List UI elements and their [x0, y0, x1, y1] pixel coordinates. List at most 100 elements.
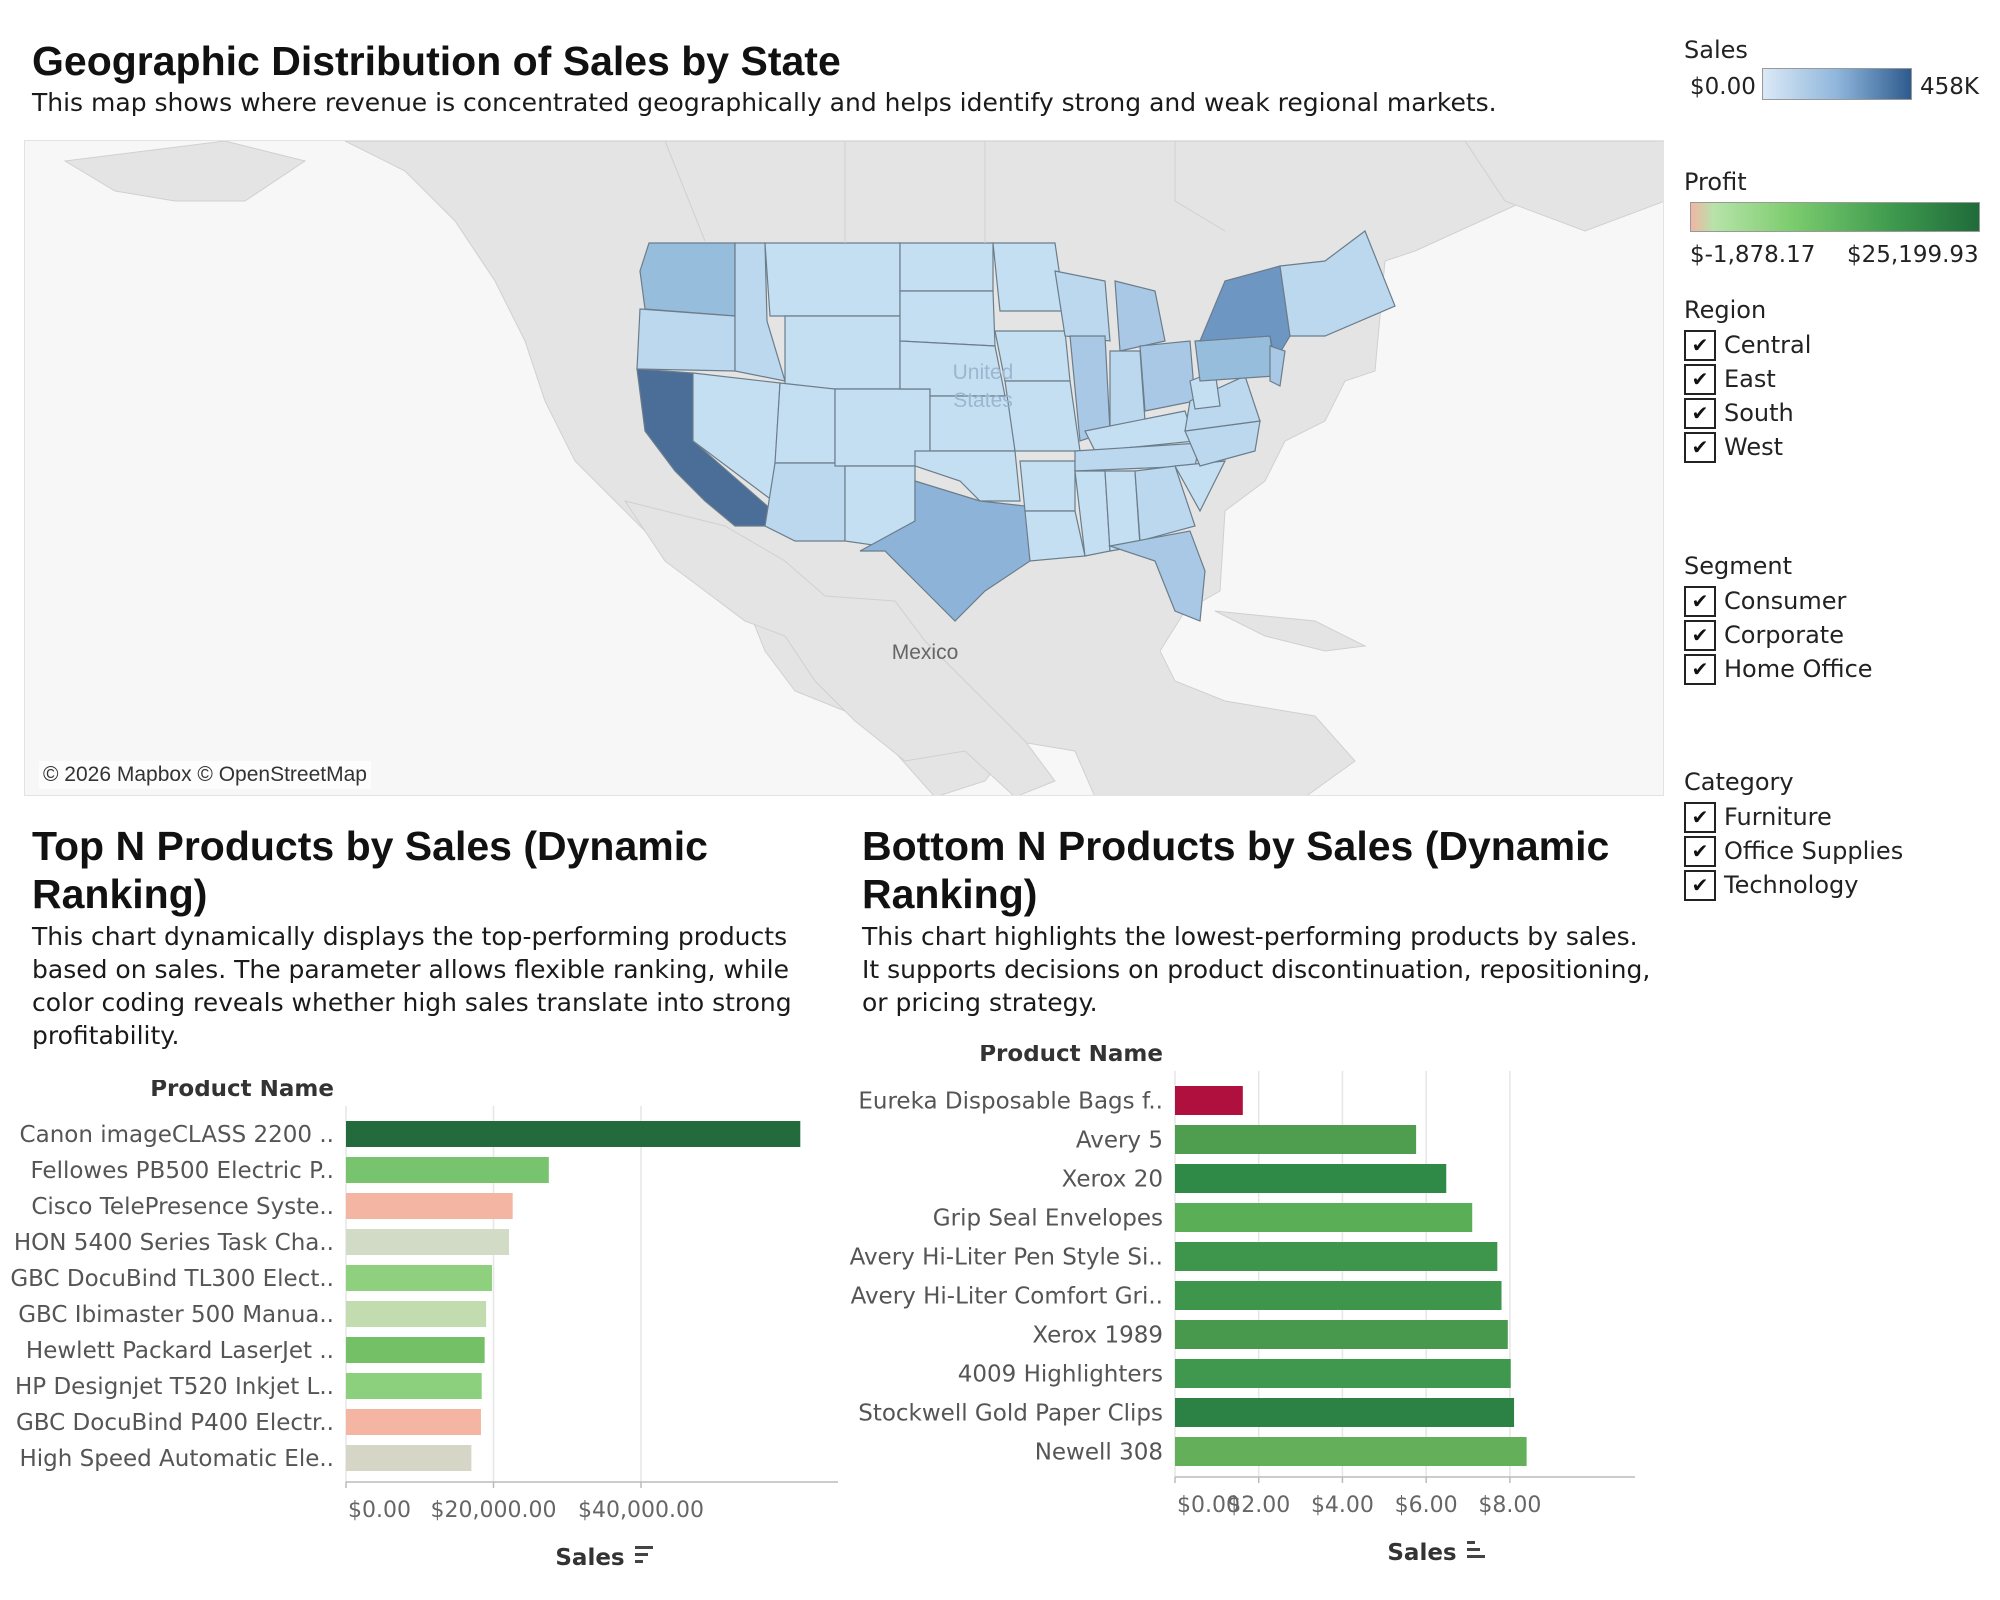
- bar[interactable]: [346, 1157, 549, 1183]
- map-canvas[interactable]: United States Mexico: [25, 141, 1664, 796]
- state-arizona: [764, 462, 846, 542]
- state-wisconsin: [1054, 270, 1111, 342]
- filter-label: West: [1724, 433, 1784, 461]
- filter-category-technology[interactable]: ✔ Technology: [1684, 868, 1903, 902]
- checkbox-icon[interactable]: ✔: [1684, 585, 1716, 617]
- bar[interactable]: [346, 1265, 493, 1291]
- state-louisiana: [1024, 510, 1086, 562]
- profit-legend-title: Profit: [1684, 168, 1747, 196]
- filter-segment-home-office[interactable]: ✔ Home Office: [1684, 652, 1873, 686]
- sort-icon[interactable]: [635, 1546, 653, 1563]
- bar[interactable]: [1175, 1320, 1508, 1349]
- top-n-bar-chart[interactable]: Product Name Canon imageCLASS 2200 .. Fell…: [0, 1080, 850, 1580]
- checkbox-icon[interactable]: ✔: [1684, 869, 1716, 901]
- state-michigan: [1114, 280, 1166, 352]
- filter-region-west[interactable]: ✔ West: [1684, 430, 1811, 464]
- map-credit[interactable]: © 2026 Mapbox © OpenStreetMap: [39, 761, 371, 789]
- product-label: Cisco TelePresence Syste..: [31, 1194, 334, 1220]
- bar[interactable]: [1175, 1242, 1498, 1271]
- state-utah: [774, 382, 836, 464]
- x-axis-title: Sales: [1387, 1540, 1456, 1566]
- checkbox-icon[interactable]: ✔: [1684, 363, 1716, 395]
- filter-category-furniture[interactable]: ✔ Furniture: [1684, 800, 1903, 834]
- alaska-land: [63, 141, 307, 202]
- filter-segment-corporate[interactable]: ✔ Corporate: [1684, 618, 1873, 652]
- bar[interactable]: [1175, 1281, 1502, 1310]
- bar[interactable]: [346, 1121, 801, 1147]
- bar[interactable]: [1175, 1398, 1515, 1427]
- state-minnesota: [992, 242, 1066, 312]
- map-title: Geographic Distribution of Sales by Stat…: [32, 38, 841, 84]
- state-oregon: [636, 308, 736, 372]
- filter-region-east[interactable]: ✔ East: [1684, 362, 1811, 396]
- checkbox-icon[interactable]: ✔: [1684, 329, 1716, 361]
- top-n-title: Top N Products by Sales (Dynamic Ranking…: [32, 823, 708, 917]
- state-shapes[interactable]: [636, 230, 1396, 622]
- product-label: High Speed Automatic Ele..: [19, 1446, 334, 1472]
- product-label: Eureka Disposable Bags f..: [858, 1089, 1163, 1115]
- sort-icon-bar: [1467, 1541, 1475, 1544]
- checkbox-icon[interactable]: ✔: [1684, 801, 1716, 833]
- sort-icon-bar: [635, 1546, 653, 1549]
- bar[interactable]: [1175, 1359, 1511, 1388]
- state-arkansas: [1019, 460, 1076, 512]
- bar[interactable]: [346, 1337, 485, 1363]
- checkbox-icon[interactable]: ✔: [1684, 653, 1716, 685]
- sales-legend-max: 458K: [1920, 74, 1979, 100]
- product-label: Stockwell Gold Paper Clips: [858, 1401, 1163, 1427]
- state-montana: [764, 242, 901, 317]
- checkbox-icon[interactable]: ✔: [1684, 835, 1716, 867]
- state-missouri: [1004, 380, 1081, 452]
- checkbox-icon[interactable]: ✔: [1684, 431, 1716, 463]
- state-virginia: [1184, 375, 1261, 432]
- bar[interactable]: [346, 1409, 481, 1435]
- product-label: Avery Hi-Liter Comfort Gri..: [851, 1284, 1163, 1310]
- state-idaho: [734, 242, 786, 382]
- bar[interactable]: [346, 1445, 472, 1471]
- bar[interactable]: [1175, 1437, 1527, 1466]
- sales-legend-title: Sales: [1684, 36, 1748, 64]
- product-label: HON 5400 Series Task Cha..: [14, 1230, 334, 1256]
- bar[interactable]: [1175, 1164, 1447, 1193]
- state-ohio: [1139, 340, 1196, 412]
- state-new-england: [1279, 230, 1396, 337]
- filter-region-south[interactable]: ✔ South: [1684, 396, 1811, 430]
- product-label: Xerox 1989: [1032, 1323, 1163, 1349]
- checkbox-icon[interactable]: ✔: [1684, 619, 1716, 651]
- filter-segment-consumer[interactable]: ✔ Consumer: [1684, 584, 1873, 618]
- bar[interactable]: [346, 1229, 509, 1255]
- bottom-n-title: Bottom N Products by Sales (Dynamic Rank…: [862, 823, 1610, 917]
- sort-icon-bar: [1467, 1548, 1480, 1551]
- sales-map[interactable]: United States Mexico © 2026 Mapbox © Open…: [24, 140, 1664, 796]
- bar[interactable]: [1175, 1203, 1473, 1232]
- segment-filter: ✔ Consumer ✔ Corporate ✔ Home Office: [1684, 584, 1873, 686]
- product-label: Avery Hi-Liter Pen Style Si..: [850, 1245, 1163, 1271]
- bottom-n-bar-chart[interactable]: Product Name Eureka Disposable Bags f.. Av…: [840, 1045, 1680, 1580]
- bar[interactable]: [346, 1193, 513, 1219]
- filter-label: South: [1724, 399, 1794, 427]
- map-label-us: United States: [953, 361, 1014, 412]
- checkbox-icon[interactable]: ✔: [1684, 397, 1716, 429]
- state-texas: [859, 480, 1031, 622]
- cuba-land: [1214, 610, 1367, 652]
- filter-label: Consumer: [1724, 587, 1847, 615]
- bar[interactable]: [346, 1301, 487, 1327]
- state-pennsylvania: [1194, 335, 1276, 382]
- mexico-land: [623, 500, 1056, 795]
- region-filter-title: Region: [1684, 296, 1767, 324]
- canada-borders: [664, 141, 1226, 243]
- filter-category-office-supplies[interactable]: ✔ Office Supplies: [1684, 834, 1903, 868]
- bar[interactable]: [1175, 1086, 1243, 1115]
- bar[interactable]: [1175, 1125, 1417, 1154]
- profit-legend-min: $-1,878.17: [1690, 242, 1816, 268]
- greenland-land: [1464, 141, 1663, 232]
- product-label: Xerox 20: [1062, 1167, 1163, 1193]
- filter-label: Office Supplies: [1724, 837, 1904, 865]
- filter-region-central[interactable]: ✔ Central: [1684, 328, 1811, 362]
- bottom-n-description: This chart highlights the lowest-perform…: [862, 922, 1651, 1017]
- state-indiana: [1109, 350, 1146, 432]
- sort-icon[interactable]: [1467, 1541, 1485, 1558]
- bar[interactable]: [346, 1373, 482, 1399]
- x-tick-label: $0.00: [348, 1498, 411, 1523]
- filter-label: Technology: [1724, 871, 1859, 899]
